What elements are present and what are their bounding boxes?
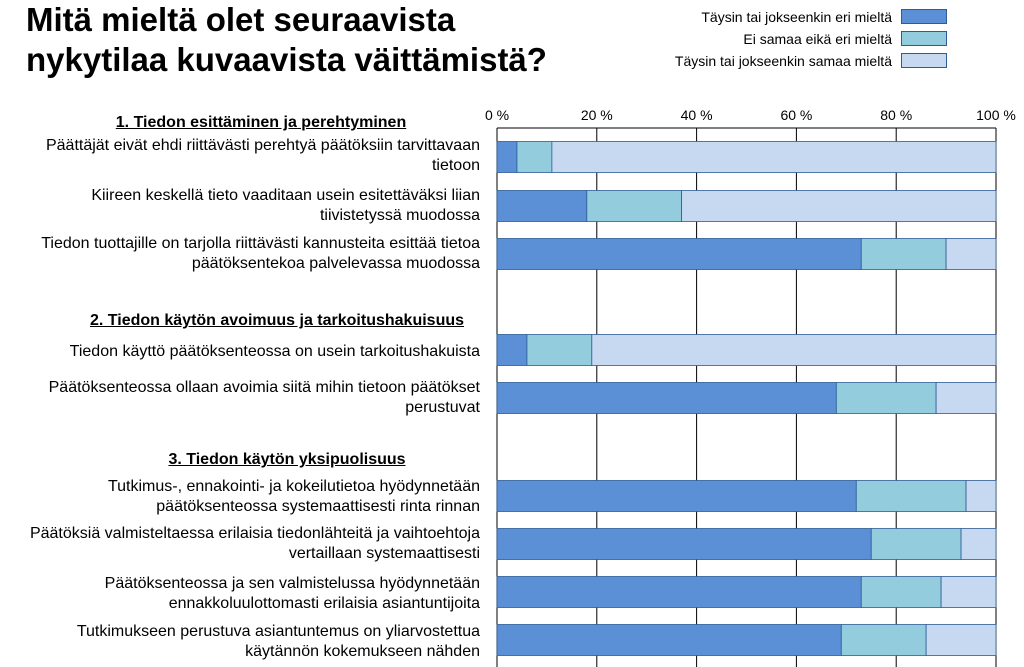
- row-label-line: päätöksenteossa systemaattisesti rinta r…: [156, 498, 480, 515]
- bar-row-1-series-3: [551, 141, 997, 173]
- row-label-line: tiivistetyssä muodossa: [319, 207, 480, 224]
- bar-row-5-series-3: [935, 382, 997, 414]
- x-tick-label: 0 %: [485, 107, 509, 123]
- row-label-3: Tiedon tuottajille on tarjolla riittäväs…: [0, 234, 480, 274]
- chart-title-line-2: nykytilaa kuvaavista väittämistä?: [26, 41, 547, 78]
- row-label-5: Päätöksenteossa ollaan avoimia siitä mih…: [0, 378, 480, 418]
- row-label-7: Päätöksiä valmisteltaessa erilaisia tied…: [0, 524, 480, 564]
- bar-row-5-series-2: [835, 382, 937, 414]
- x-tick-label: 100 %: [976, 107, 1016, 123]
- row-label-line: Päätöksenteossa ja sen valmistelussa hyö…: [104, 575, 480, 592]
- legend: Täysin tai jokseenkin eri mieltä Ei sama…: [600, 8, 950, 74]
- legend-item-disagree: Täysin tai jokseenkin eri mieltä: [600, 8, 950, 30]
- row-label-6: Tutkimus-, ennakointi- ja kokeilutietoa …: [0, 477, 480, 517]
- bar-row-4-series-3: [591, 334, 997, 366]
- bar-row-1-series-2: [516, 141, 553, 173]
- legend-item-agree: Täysin tai jokseenkin samaa mieltä: [600, 52, 950, 74]
- row-label-line: tietoon: [431, 157, 480, 174]
- legend-swatch: [901, 53, 947, 68]
- bar-row-6-series-3: [965, 480, 997, 512]
- legend-label: Ei samaa eikä eri mieltä: [743, 31, 892, 47]
- bar-row-6-series-1: [496, 480, 857, 512]
- bar-row-9-series-1: [496, 624, 842, 656]
- row-label-line: Päätöksenteossa ollaan avoimia siitä mih…: [48, 379, 480, 396]
- row-label-line: Kiireen keskellä tieto vaaditaan usein e…: [91, 187, 480, 204]
- row-label-8: Päätöksenteossa ja sen valmistelussa hyö…: [0, 574, 480, 614]
- bar-row-3-series-2: [860, 238, 947, 270]
- x-tick-label: 40 %: [681, 107, 713, 123]
- bar-row-3-series-1: [496, 238, 862, 270]
- legend-item-neutral: Ei samaa eikä eri mieltä: [600, 30, 950, 52]
- chart-title: Mitä mieltä olet seuraavista nykytilaa k…: [26, 0, 586, 80]
- row-label-2: Kiireen keskellä tieto vaaditaan usein e…: [0, 186, 480, 226]
- row-label-line: ennakkoluulottomasti erilaisia asiantunt…: [168, 595, 480, 612]
- legend-label: Täysin tai jokseenkin eri mieltä: [701, 9, 892, 25]
- bar-row-8-series-1: [496, 576, 862, 608]
- row-label-line: Tiedon tuottajille on tarjolla riittäväs…: [41, 235, 480, 252]
- row-label-line: Päätöksiä valmisteltaessa erilaisia tied…: [29, 525, 480, 542]
- bar-row-7-series-3: [960, 528, 997, 560]
- legend-swatch: [901, 31, 947, 46]
- bar-row-8-series-2: [860, 576, 942, 608]
- bar-row-3-series-3: [945, 238, 997, 270]
- x-tick-label: 20 %: [581, 107, 613, 123]
- section-heading-2: 2. Tiedon käytön avoimuus ja tarkoitusha…: [89, 312, 465, 329]
- x-tick-label: 80 %: [880, 107, 912, 123]
- x-tick-label: 60 %: [780, 107, 812, 123]
- row-label-1: Päättäjät eivät ehdi riittävästi perehty…: [0, 136, 480, 176]
- bar-row-9-series-3: [925, 624, 997, 656]
- row-label-line: päätöksentekoa palvelevassa muodossa: [191, 255, 480, 272]
- row-label-line: perustuvat: [405, 399, 480, 416]
- legend-swatch: [901, 9, 947, 24]
- bar-row-4-series-2: [526, 334, 593, 366]
- section-heading-1: 1. Tiedon esittäminen ja perehtyminen: [115, 114, 407, 131]
- bars: [496, 141, 997, 656]
- row-label-line: Päättäjät eivät ehdi riittävästi perehty…: [45, 137, 480, 154]
- row-label-line: Tutkimus-, ennakointi- ja kokeilutietoa …: [107, 478, 480, 495]
- x-axis-ticks: 0 % 20 % 40 % 60 % 80 % 100 %: [485, 107, 1016, 123]
- row-label-line: käytännön kokemukseen nähden: [245, 643, 480, 660]
- section-heading-3: 3. Tiedon käytön yksipuolisuus: [168, 451, 406, 468]
- bar-row-7-series-1: [496, 528, 872, 560]
- row-label-line: vertaillaan systemaattisesti: [288, 545, 480, 562]
- bar-row-9-series-2: [840, 624, 927, 656]
- bar-row-2-series-3: [681, 190, 997, 222]
- legend-label: Täysin tai jokseenkin samaa mieltä: [674, 53, 892, 69]
- chart-title-line-1: Mitä mieltä olet seuraavista: [26, 1, 456, 38]
- bar-row-7-series-2: [870, 528, 962, 560]
- row-label-4: Tiedon käyttö päätöksenteossa on usein t…: [0, 342, 480, 362]
- bar-row-2-series-2: [586, 190, 683, 222]
- bar-row-1-series-1: [496, 141, 518, 173]
- row-label-9: Tutkimukseen perustuva asiantuntemus on …: [0, 622, 480, 662]
- bar-row-5-series-1: [496, 382, 837, 414]
- row-label-line: Tiedon käyttö päätöksenteossa on usein t…: [69, 343, 480, 360]
- row-label-line: Tutkimukseen perustuva asiantuntemus on …: [76, 623, 480, 640]
- bar-row-8-series-3: [940, 576, 997, 608]
- bar-row-4-series-1: [496, 334, 528, 366]
- bar-row-2-series-1: [496, 190, 588, 222]
- bar-row-6-series-2: [855, 480, 967, 512]
